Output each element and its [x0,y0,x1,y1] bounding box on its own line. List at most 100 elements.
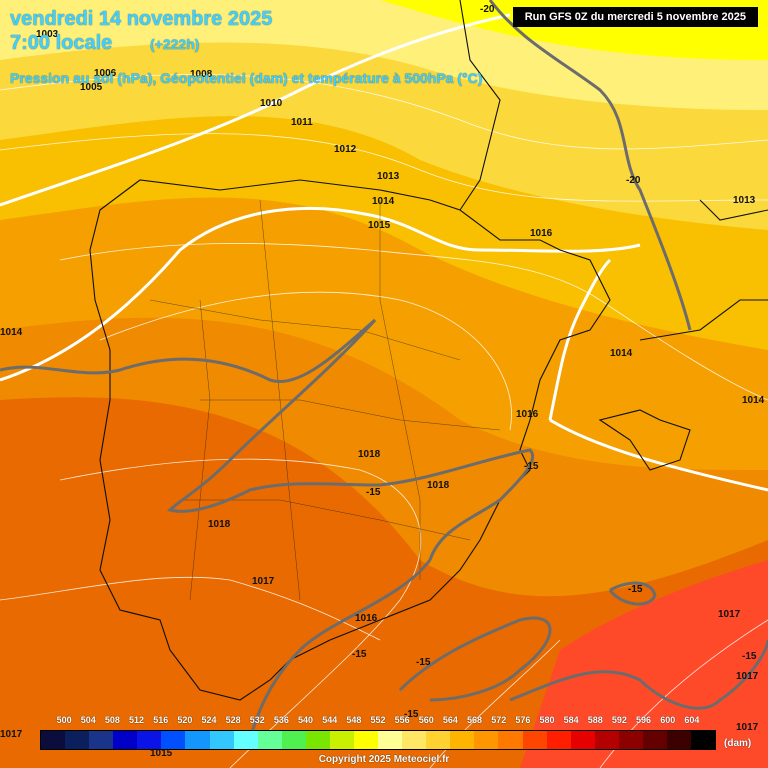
pressure-label: 1012 [334,144,357,155]
forecast-offset: (+222h) [150,36,200,52]
temperature-label: -15 [742,651,757,662]
legend-label: 568 [467,715,483,725]
pressure-label: 1013 [377,171,400,182]
temperature-label: -15 [352,649,367,660]
legend-label: 528 [225,715,241,725]
pressure-label: 1014 [610,348,633,359]
legend-swatch [89,731,114,749]
legend-label: 592 [611,715,627,725]
legend-label: 584 [563,715,579,725]
pressure-label: 1017 [736,671,759,682]
pressure-label: 1008 [190,69,213,80]
legend-label: 500 [56,715,72,725]
map-description: Pression au sol (hPa), Géopotentiel (dam… [10,70,483,86]
temperature-label: -15 [366,487,381,498]
pressure-label: 1010 [260,98,283,109]
legend-label: 596 [636,715,652,725]
pressure-label: 1014 [372,196,395,207]
pressure-label: 1016 [516,409,539,420]
legend-label: 560 [418,715,434,725]
isotherms [0,0,768,741]
pressure-label: 1011 [291,117,313,128]
pressure-label: 1003 [36,29,59,40]
temperature-labels: -20 -20 -15 -15 -15 -15 -15 -15 -15 [352,4,757,720]
legend-swatch [305,731,330,749]
legend-swatch [402,731,427,749]
legend-swatch [450,731,475,749]
legend-swatch [209,731,234,749]
legend-swatch [137,731,162,749]
legend-swatch [113,731,138,749]
coastlines [89,0,768,701]
legend-swatch [354,731,379,749]
legend-swatch [329,731,355,749]
pressure-label: 1017 [718,609,741,620]
legend-label: 552 [370,715,386,725]
legend-label: 532 [249,715,265,725]
pressure-label: 1017 [736,722,759,733]
regional-borders [149,199,501,601]
color-legend [40,730,716,750]
temperature-label: -20 [480,4,495,15]
legend-swatch [378,731,403,749]
legend-swatch [281,731,306,749]
pressure-label: 1018 [208,519,231,530]
legend-swatch [474,731,499,749]
legend-swatch [185,731,210,749]
legend-label: 548 [346,715,362,725]
forecast-time: 7:00 locale [10,32,113,54]
legend-label: 536 [273,715,289,725]
legend-label: 576 [515,715,531,725]
legend-swatch [65,731,90,749]
pressure-label: 1018 [358,449,381,460]
legend-swatch [257,731,282,749]
legend-swatch [642,731,668,749]
pressure-label: 1017 [252,576,275,587]
pressure-labels: 1003 1005 1006 1008 1010 1011 1012 1013 … [0,29,765,759]
isobars [0,74,768,768]
legend-swatch [233,731,258,749]
legend-label: 544 [322,715,338,725]
geopotential-lines [0,13,768,492]
legend-label: 540 [298,715,314,725]
pressure-label: 1018 [427,480,450,491]
legend-labels: 500 504 508 512 516 520 524 528 532 536 540 544 548 5… [40,715,716,729]
temperature-label: -15 [416,657,431,668]
pressure-label: 1016 [530,228,553,239]
legend-swatch [498,731,523,749]
legend-swatch [594,731,619,749]
legend-label: 516 [153,715,169,725]
pressure-label: 1015 [368,220,391,231]
legend-swatch [41,731,66,749]
legend-label: 524 [201,715,217,725]
pressure-label: 1014 [0,327,23,338]
legend-label: 604 [684,715,700,725]
legend-label: 580 [539,715,555,725]
temperature-label: -15 [628,584,643,595]
pressure-label: 1014 [742,395,765,406]
temperature-label: -15 [524,461,539,472]
forecast-date: vendredi 14 novembre 2025 [10,8,273,30]
legend-label: 588 [587,715,603,725]
legend-swatch [691,731,716,749]
legend-label: 564 [442,715,458,725]
legend-label: 600 [660,715,676,725]
legend-unit: (dam) [724,738,752,749]
band-576 [520,560,768,768]
legend-label: 520 [177,715,193,725]
legend-label: 508 [104,715,120,725]
legend-swatch [570,731,595,749]
legend-swatch [522,731,547,749]
pressure-label: 1013 [733,195,756,206]
pressure-label: 1016 [355,613,378,624]
copyright: Copyright 2025 Meteociel.fr [318,754,450,765]
pressure-label: 1017 [0,729,23,740]
legend-label: 556 [394,715,410,725]
temperature-label: -20 [626,175,641,186]
legend-label: 572 [491,715,507,725]
legend-label: 512 [129,715,145,725]
legend-swatch [667,731,692,749]
legend-label: 504 [80,715,96,725]
legend-swatch [161,731,186,749]
